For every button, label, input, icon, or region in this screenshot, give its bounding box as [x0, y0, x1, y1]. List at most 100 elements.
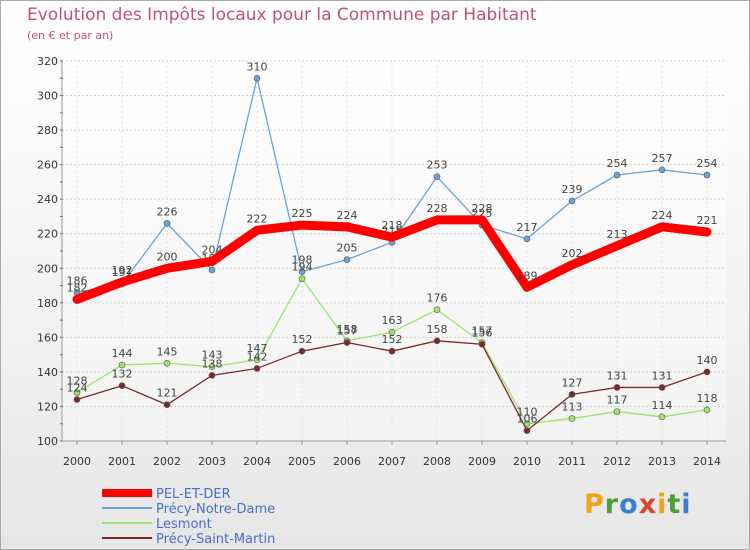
y-tick-label: 200 — [37, 262, 58, 275]
x-tick-label: 2008 — [423, 455, 451, 468]
x-tick-label: 2009 — [468, 455, 496, 468]
data-label: 106 — [517, 413, 538, 426]
data-label: 142 — [247, 350, 268, 363]
x-tick-label: 2000 — [63, 455, 91, 468]
data-label: 158 — [427, 323, 448, 336]
data-label: 226 — [157, 205, 178, 218]
data-label: 131 — [652, 369, 673, 382]
data-point — [163, 401, 171, 409]
data-label: 202 — [562, 247, 583, 260]
data-label: 121 — [157, 387, 178, 400]
data-label: 132 — [112, 368, 133, 381]
data-point — [433, 215, 441, 224]
data-point — [73, 396, 81, 403]
data-label: 205 — [337, 242, 358, 255]
data-label: 113 — [562, 401, 583, 414]
legend-label: Lesmont — [156, 517, 212, 532]
data-point — [208, 266, 216, 274]
data-point — [568, 391, 576, 398]
data-point — [118, 361, 126, 369]
legend-label: PEL-ET-DER — [156, 487, 231, 502]
data-label: 225 — [292, 207, 313, 220]
data-point — [568, 197, 576, 205]
data-label: 152 — [292, 333, 313, 346]
x-tick-label: 2011 — [558, 455, 586, 468]
y-tick-label: 140 — [37, 366, 58, 379]
x-tick-label: 2004 — [243, 455, 271, 468]
data-point — [478, 340, 486, 348]
y-tick-label: 280 — [37, 124, 58, 137]
data-point — [568, 415, 576, 422]
data-label: 163 — [382, 314, 403, 327]
data-label: 138 — [202, 357, 223, 370]
data-label: 198 — [292, 254, 313, 267]
y-tick-label: 100 — [37, 435, 58, 448]
y-tick-label: 120 — [37, 400, 58, 413]
data-point — [163, 264, 171, 273]
data-label: 144 — [112, 347, 133, 360]
data-label: 158 — [337, 323, 358, 336]
x-tick-label: 2013 — [648, 455, 676, 468]
data-point — [73, 389, 81, 396]
y-tick-label: 320 — [37, 55, 58, 68]
data-label: 127 — [562, 376, 583, 389]
data-point — [388, 347, 396, 355]
data-label: 253 — [427, 159, 448, 172]
data-label: 310 — [247, 60, 268, 73]
data-point — [343, 339, 351, 346]
data-label: 224 — [337, 209, 358, 222]
data-point — [433, 173, 441, 181]
data-point — [163, 359, 171, 367]
data-label: 128 — [67, 375, 88, 388]
x-tick-label: 2007 — [378, 455, 406, 468]
data-point — [118, 382, 126, 390]
data-label: 221 — [697, 214, 718, 227]
series-pr-cy-saint-martin: 124 132 121 138 142 152 157 152 158 156 106 127 131 1… — [67, 323, 718, 434]
legend-label: Précy-Notre-Dame — [156, 502, 275, 517]
data-label: 200 — [157, 250, 178, 263]
data-label: 152 — [382, 333, 403, 346]
data-point — [658, 222, 666, 231]
data-point — [658, 166, 666, 174]
data-point — [613, 241, 621, 250]
data-point — [568, 260, 576, 269]
data-label: 254 — [607, 157, 628, 170]
data-label: 114 — [652, 399, 673, 412]
data-point — [298, 268, 306, 276]
proxiti-logo: Proxiti — [584, 489, 692, 520]
data-point — [613, 384, 621, 391]
data-point — [433, 337, 441, 345]
data-point — [208, 372, 216, 379]
data-label: 218 — [382, 219, 403, 232]
chart-title: Evolution des Impôts locaux pour la Comm… — [27, 5, 537, 25]
x-tick-label: 2001 — [108, 455, 136, 468]
data-label: 224 — [652, 209, 673, 222]
data-point — [388, 233, 396, 242]
data-point — [253, 74, 261, 82]
data-label: 156 — [472, 326, 493, 339]
data-point — [703, 171, 711, 179]
data-point — [658, 384, 666, 391]
data-point — [298, 275, 306, 282]
y-tick-label: 240 — [37, 193, 58, 206]
data-point — [433, 306, 441, 314]
data-label: 254 — [697, 157, 718, 170]
series-pel-et-der: 182 192 200 204 222 225 224 218 228 228 189 202 213 2… — [67, 202, 718, 304]
data-label: 157 — [472, 325, 493, 338]
data-point — [208, 257, 216, 266]
data-point — [388, 328, 396, 336]
data-point — [523, 427, 531, 434]
chart-subtitle: (en € et par an) — [27, 29, 114, 42]
legend-label: Précy-Saint-Martin — [156, 532, 275, 547]
data-point — [343, 222, 351, 231]
data-label: 145 — [157, 345, 178, 358]
data-point — [703, 368, 711, 376]
data-point — [613, 408, 621, 415]
data-label: 157 — [337, 325, 358, 338]
data-label: 204 — [202, 243, 223, 256]
data-point — [703, 406, 711, 414]
data-label: 131 — [607, 369, 628, 382]
y-tick-label: 220 — [37, 228, 58, 241]
data-point — [253, 226, 261, 235]
y-tick-label: 260 — [37, 159, 58, 172]
